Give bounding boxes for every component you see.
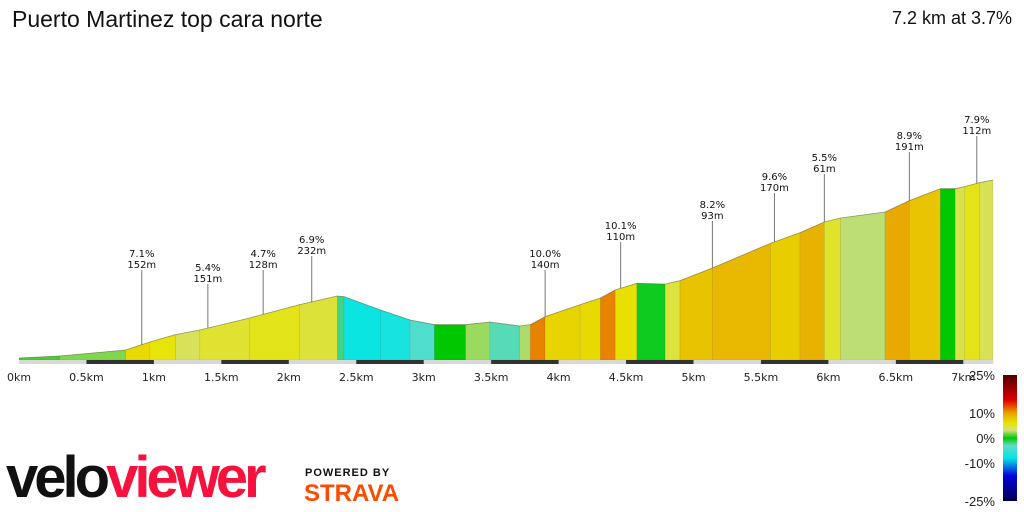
annotation-length: 191m [895,142,924,153]
x-tick-label: 1km [142,371,166,384]
profile-segment [434,324,466,361]
profile-segment [884,200,910,361]
profile-segment [940,188,956,361]
profile-segment [954,186,965,361]
x-tick-label: 0.5km [69,371,104,384]
profile-segment [175,329,201,361]
profile-outline [18,179,994,359]
x-tick-label: 4km [547,371,571,384]
x-axis-scale-bar [19,360,994,364]
annotation-grade: 10.1% [605,221,637,232]
profile-segment [544,304,581,361]
annotation-length: 232m [297,246,326,257]
x-tick-label: 2.5km [339,371,374,384]
axis-bar-dark-segment [760,360,829,364]
profile-segment [679,267,713,361]
profile-segment [824,217,841,361]
annotation-grade: 9.6% [762,172,787,183]
profile-segment [909,188,941,361]
x-tick-label: 3.5km [474,371,509,384]
x-tick-label: 7km [951,371,975,384]
x-tick-label: 6km [816,371,840,384]
axis-bar-dark-segment [221,360,289,364]
annotation-length: 152m [127,260,156,271]
axis-bar-dark-segment [626,360,694,364]
legend-label: 10% [969,406,995,421]
profile-segment [799,221,825,361]
x-tick-label: 2km [277,371,301,384]
annotation-length: 61m [813,164,835,175]
profile-segment [489,321,520,361]
axis-bar-dark-segment [895,360,964,364]
profile-segment [664,280,681,361]
annotation-grade: 8.9% [897,131,922,142]
x-axis-ticks: 0km 0.5km 1km 1.5km 2km 2.5km 3km 3.5km 4km 4.5km… [7,371,975,384]
annotation-length: 128m [249,260,278,271]
profile-segment [337,295,345,361]
profile-segment [125,341,151,361]
profile-bands [18,179,994,361]
x-tick-label: 1.5km [204,371,239,384]
profile-segment [712,242,771,361]
x-tick-label: 4.5km [609,371,644,384]
annotation-length: 110m [606,232,635,243]
axis-bar-dark-segment [491,360,559,364]
legend-label: -10% [965,456,996,471]
segment-summary: 7.2 km at 3.7% [891,8,1012,28]
profile-segment [600,289,616,361]
axis-bar-dark-segment [86,360,154,364]
profile-segment [519,324,531,361]
profile-segment [409,319,435,361]
annotation-grade: 7.9% [964,115,989,126]
profile-segment [964,182,980,361]
gradient-legend-bar [1003,375,1017,501]
axis-bar-dark-segment [356,360,424,364]
profile-segment [579,297,601,361]
profile-segment [343,296,381,361]
annotation-length: 112m [962,126,991,137]
annotation-length: 170m [760,183,789,194]
profile-segment [465,321,491,361]
legend-label: 25% [969,368,995,383]
x-tick-label: 5km [681,371,705,384]
x-tick-label: 0km [7,371,31,384]
annotation-grade: 8.2% [700,200,725,211]
x-tick-label: 5.5km [744,371,779,384]
annotation-grade: 5.4% [195,263,220,274]
gradient-legend: 25% 10% 0% -10% -25% [965,368,1017,509]
profile-segment [636,283,666,361]
annotation-length: 151m [193,274,222,285]
annotation-length: 93m [701,211,723,222]
annotation-grade: 7.1% [129,249,154,260]
profile-segment [979,179,994,361]
annotation-grade: 6.9% [299,235,324,246]
powered-by-label: POWERED BY [305,467,391,479]
veloviewer-logo: veloviewer [6,445,267,510]
legend-label: -25% [965,494,996,509]
profile-segment [249,304,300,361]
annotation-length: 140m [531,260,560,271]
legend-label: 0% [976,431,995,446]
logo-velo: velo [6,445,110,510]
profile-segment [299,295,338,361]
logo-viewer: viewer [106,445,267,510]
climb-annotations: 7.1%152m 5.4%151m 4.7%128m 6.9%232m 10.0%140… [127,115,991,345]
annotation-grade: 5.5% [812,153,837,164]
x-tick-label: 6.5km [879,371,914,384]
page-title: Puerto Martinez top cara norte [12,6,323,32]
profile-segment [380,309,411,361]
annotation-grade: 10.0% [529,249,561,260]
profile-segment [770,232,801,361]
x-tick-label: 3km [412,371,436,384]
profile-segment [614,282,638,361]
annotation-grade: 4.7% [250,249,275,260]
strava-logo: STRAVA [304,480,400,507]
profile-segment [840,211,886,361]
